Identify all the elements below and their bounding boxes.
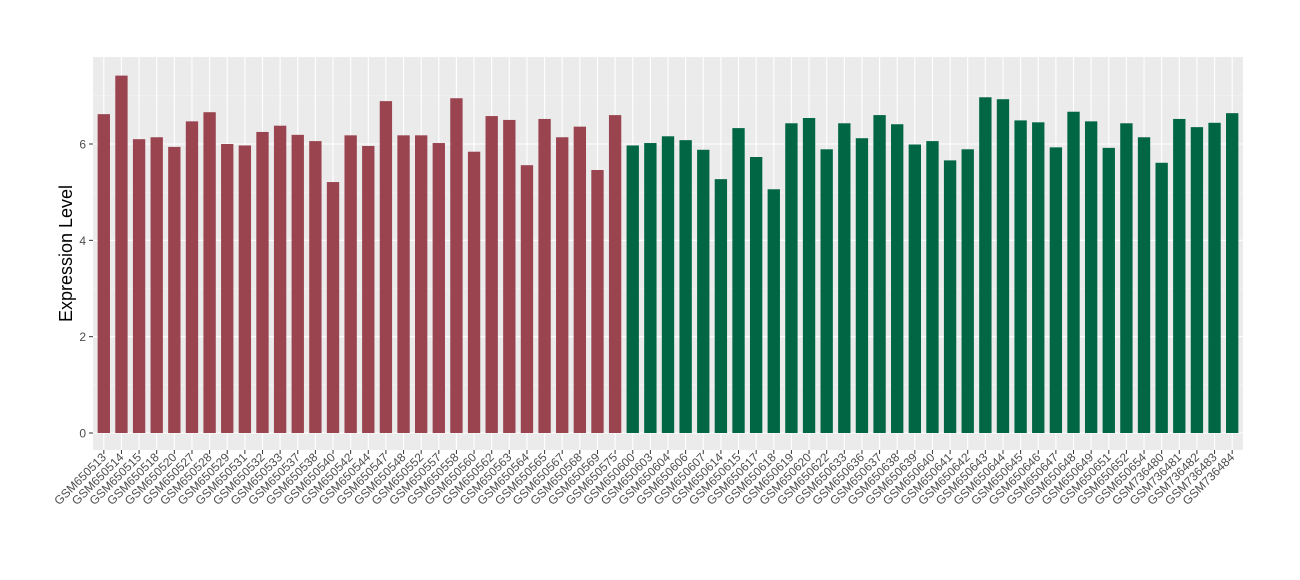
bar-GSM650557 (432, 143, 445, 434)
bar-GSM650540 (326, 182, 340, 433)
bar-GSM650615 (732, 128, 745, 434)
bar-GSM650518 (150, 137, 163, 433)
bar-GSM650565 (538, 118, 551, 433)
bar-GSM650647 (1049, 147, 1063, 433)
bar-GSM650600 (626, 145, 639, 433)
bar-GSM650567 (556, 137, 569, 433)
bar-GSM650641 (943, 160, 957, 433)
bar-GSM650604 (661, 136, 675, 434)
bar-GSM650644 (996, 99, 1010, 434)
bar-GSM650633 (838, 123, 851, 433)
bar-GSM650651 (1102, 147, 1115, 433)
bar-GSM650637 (873, 115, 886, 433)
bar-GSM650537 (291, 134, 304, 433)
bar-GSM650542 (344, 135, 357, 433)
bar-GSM650639 (908, 144, 921, 434)
bar-GSM650548 (397, 135, 410, 433)
bar-GSM650563 (503, 119, 516, 434)
bar-GSM650531 (238, 145, 252, 433)
bars-group (97, 75, 1239, 434)
x-axis: GSM650513GSM650514GSM650515GSM650518GSM6… (51, 450, 1237, 508)
bar-GSM650544 (362, 145, 375, 433)
bar-GSM650636 (855, 138, 869, 433)
bar-GSM650532 (256, 131, 269, 433)
y-tick-label: 6 (79, 138, 86, 152)
y-axis-title: Expression Level (56, 185, 76, 322)
y-tick-label: 2 (79, 330, 86, 344)
bar-GSM650538 (309, 141, 322, 434)
bar-GSM650638 (891, 124, 904, 433)
bar-GSM650547 (379, 101, 393, 433)
bar-GSM650648 (1067, 111, 1080, 433)
bar-GSM650527 (185, 121, 199, 434)
bar-GSM650618 (767, 189, 780, 433)
bar-GSM650642 (961, 149, 974, 434)
bar-GSM736484 (1226, 113, 1239, 434)
bar-GSM650614 (714, 179, 728, 433)
y-tick-label: 0 (79, 427, 86, 441)
bar-GSM650649 (1084, 121, 1098, 434)
bar-GSM650533 (273, 125, 287, 433)
bar-GSM736483 (1208, 122, 1221, 433)
bar-GSM650575 (608, 115, 622, 433)
bar-GSM650606 (679, 140, 692, 433)
bar-GSM650652 (1120, 123, 1133, 433)
bar-GSM650603 (644, 143, 657, 434)
bar-GSM650560 (467, 151, 481, 433)
bar-GSM650645 (1014, 120, 1027, 434)
y-axis: 0 2 4 6 (79, 138, 93, 441)
bar-GSM650607 (697, 149, 710, 433)
bar-GSM650529 (221, 144, 234, 433)
bar-GSM650569 (591, 170, 604, 433)
bar-GSM650619 (785, 123, 798, 433)
bar-GSM650646 (1032, 122, 1045, 433)
bar-GSM650640 (926, 141, 939, 434)
bar-GSM650528 (203, 112, 216, 434)
bar-GSM650515 (132, 139, 146, 433)
bar-GSM650622 (820, 149, 833, 434)
bar-GSM650514 (115, 75, 128, 433)
bar-GSM650552 (415, 135, 428, 433)
bar-GSM650654 (1137, 137, 1151, 433)
bar-GSM650513 (97, 114, 110, 433)
bar-GSM736482 (1190, 127, 1204, 433)
bar-GSM650558 (450, 98, 463, 434)
bar-GSM650564 (520, 165, 534, 433)
bar-GSM650643 (979, 97, 992, 433)
bar-GSM650620 (802, 117, 816, 434)
bar-GSM736480 (1155, 162, 1168, 434)
y-tick-label: 4 (79, 234, 86, 248)
bar-GSM650568 (573, 126, 587, 433)
bar-GSM736481 (1173, 118, 1186, 433)
bar-GSM650562 (485, 116, 498, 433)
bar-GSM650617 (749, 157, 763, 433)
bar-GSM650520 (168, 146, 181, 433)
